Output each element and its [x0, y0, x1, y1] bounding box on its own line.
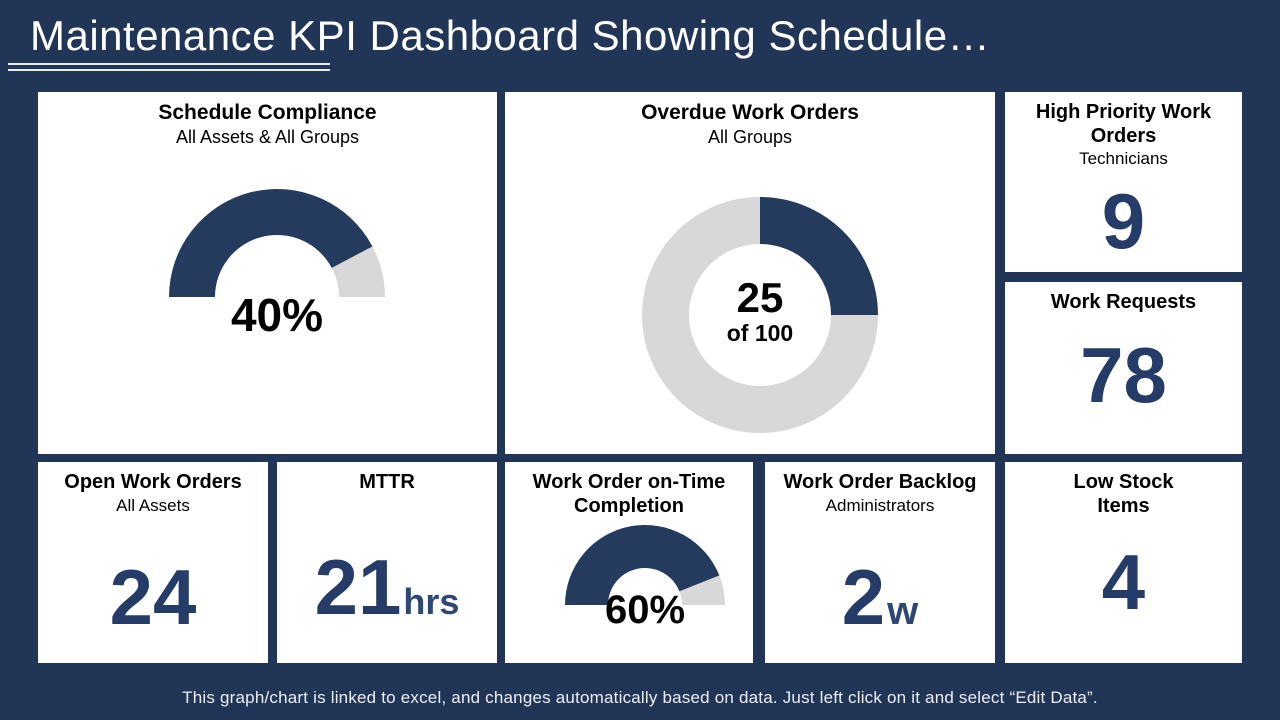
card-subtitle: Technicians — [1079, 149, 1168, 169]
card-header: Open Work Orders All Assets — [38, 462, 268, 516]
card-subtitle: All Assets — [116, 495, 190, 515]
card-title: Low Stock Items — [1073, 471, 1174, 517]
card-header: Schedule Compliance All Assets & All Gro… — [38, 92, 497, 148]
card-title: Open Work Orders — [64, 471, 242, 493]
schedule-compliance-gauge-chart[interactable] — [168, 187, 386, 300]
card-title: Overdue Work Orders — [641, 101, 859, 124]
title-underline — [8, 69, 330, 71]
card-title: MTTR — [359, 471, 415, 493]
card-title: Work Requests — [1050, 291, 1197, 313]
card-header: Work Order Backlog Administrators — [765, 462, 995, 516]
card-high-priority-work-orders: High Priority Work Orders Technicians 9 — [1005, 92, 1242, 272]
gauge-value-label: 60% — [604, 588, 686, 632]
metric-value: 24 — [109, 553, 197, 642]
metric-value-area: 78 — [1005, 315, 1242, 454]
card-subtitle: All Groups — [707, 126, 793, 147]
donut-center-sublabel: of 100 — [726, 320, 794, 346]
card-header: Overdue Work Orders All Groups — [505, 92, 995, 148]
card-header: Low Stock Items — [1005, 462, 1242, 518]
card-work-requests: Work Requests 78 — [1005, 282, 1242, 454]
metric-value-area: 24 — [38, 516, 268, 663]
title-underline — [8, 63, 330, 65]
card-header: High Priority Work Orders Technicians — [1005, 92, 1242, 169]
card-schedule-compliance: Schedule Compliance All Assets & All Gro… — [38, 92, 497, 454]
metric-unit: hrs — [403, 580, 460, 622]
metric-value: 9 — [1101, 176, 1146, 265]
card-header: MTTR — [277, 462, 497, 495]
metric-value: 78 — [1080, 331, 1167, 420]
metric-value: 2 — [841, 553, 886, 642]
card-title: Work Order Backlog — [783, 471, 977, 493]
metric-unit: w — [887, 589, 919, 634]
card-header: Work Order on-Time Completion — [505, 462, 753, 518]
metric-value-area: 21hrs — [277, 495, 497, 663]
on-time-completion-gauge-chart[interactable] — [565, 525, 725, 608]
card-header: Work Requests — [1005, 282, 1242, 315]
card-title: High Priority Work Orders — [1035, 101, 1212, 147]
card-subtitle: Administrators — [825, 495, 935, 515]
gauge-value-label: 40% — [230, 289, 324, 341]
card-title: Work Order on-Time Completion — [532, 471, 726, 517]
card-title: Schedule Compliance — [158, 101, 377, 124]
card-mttr: MTTR 21hrs — [277, 462, 497, 663]
metric-value: 4 — [1101, 537, 1146, 626]
donut-center-value: 25 — [736, 274, 784, 321]
metric-value-area: 4 — [1005, 518, 1242, 663]
card-open-work-orders: Open Work Orders All Assets 24 — [38, 462, 268, 663]
footer-note: This graph/chart is linked to excel, and… — [182, 688, 1098, 707]
page-title: Maintenance KPI Dashboard Showing Schedu… — [30, 12, 991, 59]
overdue-donut-chart[interactable] — [642, 197, 878, 433]
metric-value: 21 — [314, 542, 402, 631]
card-subtitle: All Assets & All Groups — [175, 126, 360, 147]
card-work-order-backlog: Work Order Backlog Administrators 2w — [765, 462, 995, 663]
card-low-stock-items: Low Stock Items 4 — [1005, 462, 1242, 663]
metric-value-area: 2w — [765, 516, 995, 663]
card-on-time-completion: Work Order on-Time Completion 60% — [505, 462, 753, 663]
card-overdue-work-orders: Overdue Work Orders All Groups 25 of 100 — [505, 92, 995, 454]
metric-value-area: 9 — [1005, 169, 1242, 272]
